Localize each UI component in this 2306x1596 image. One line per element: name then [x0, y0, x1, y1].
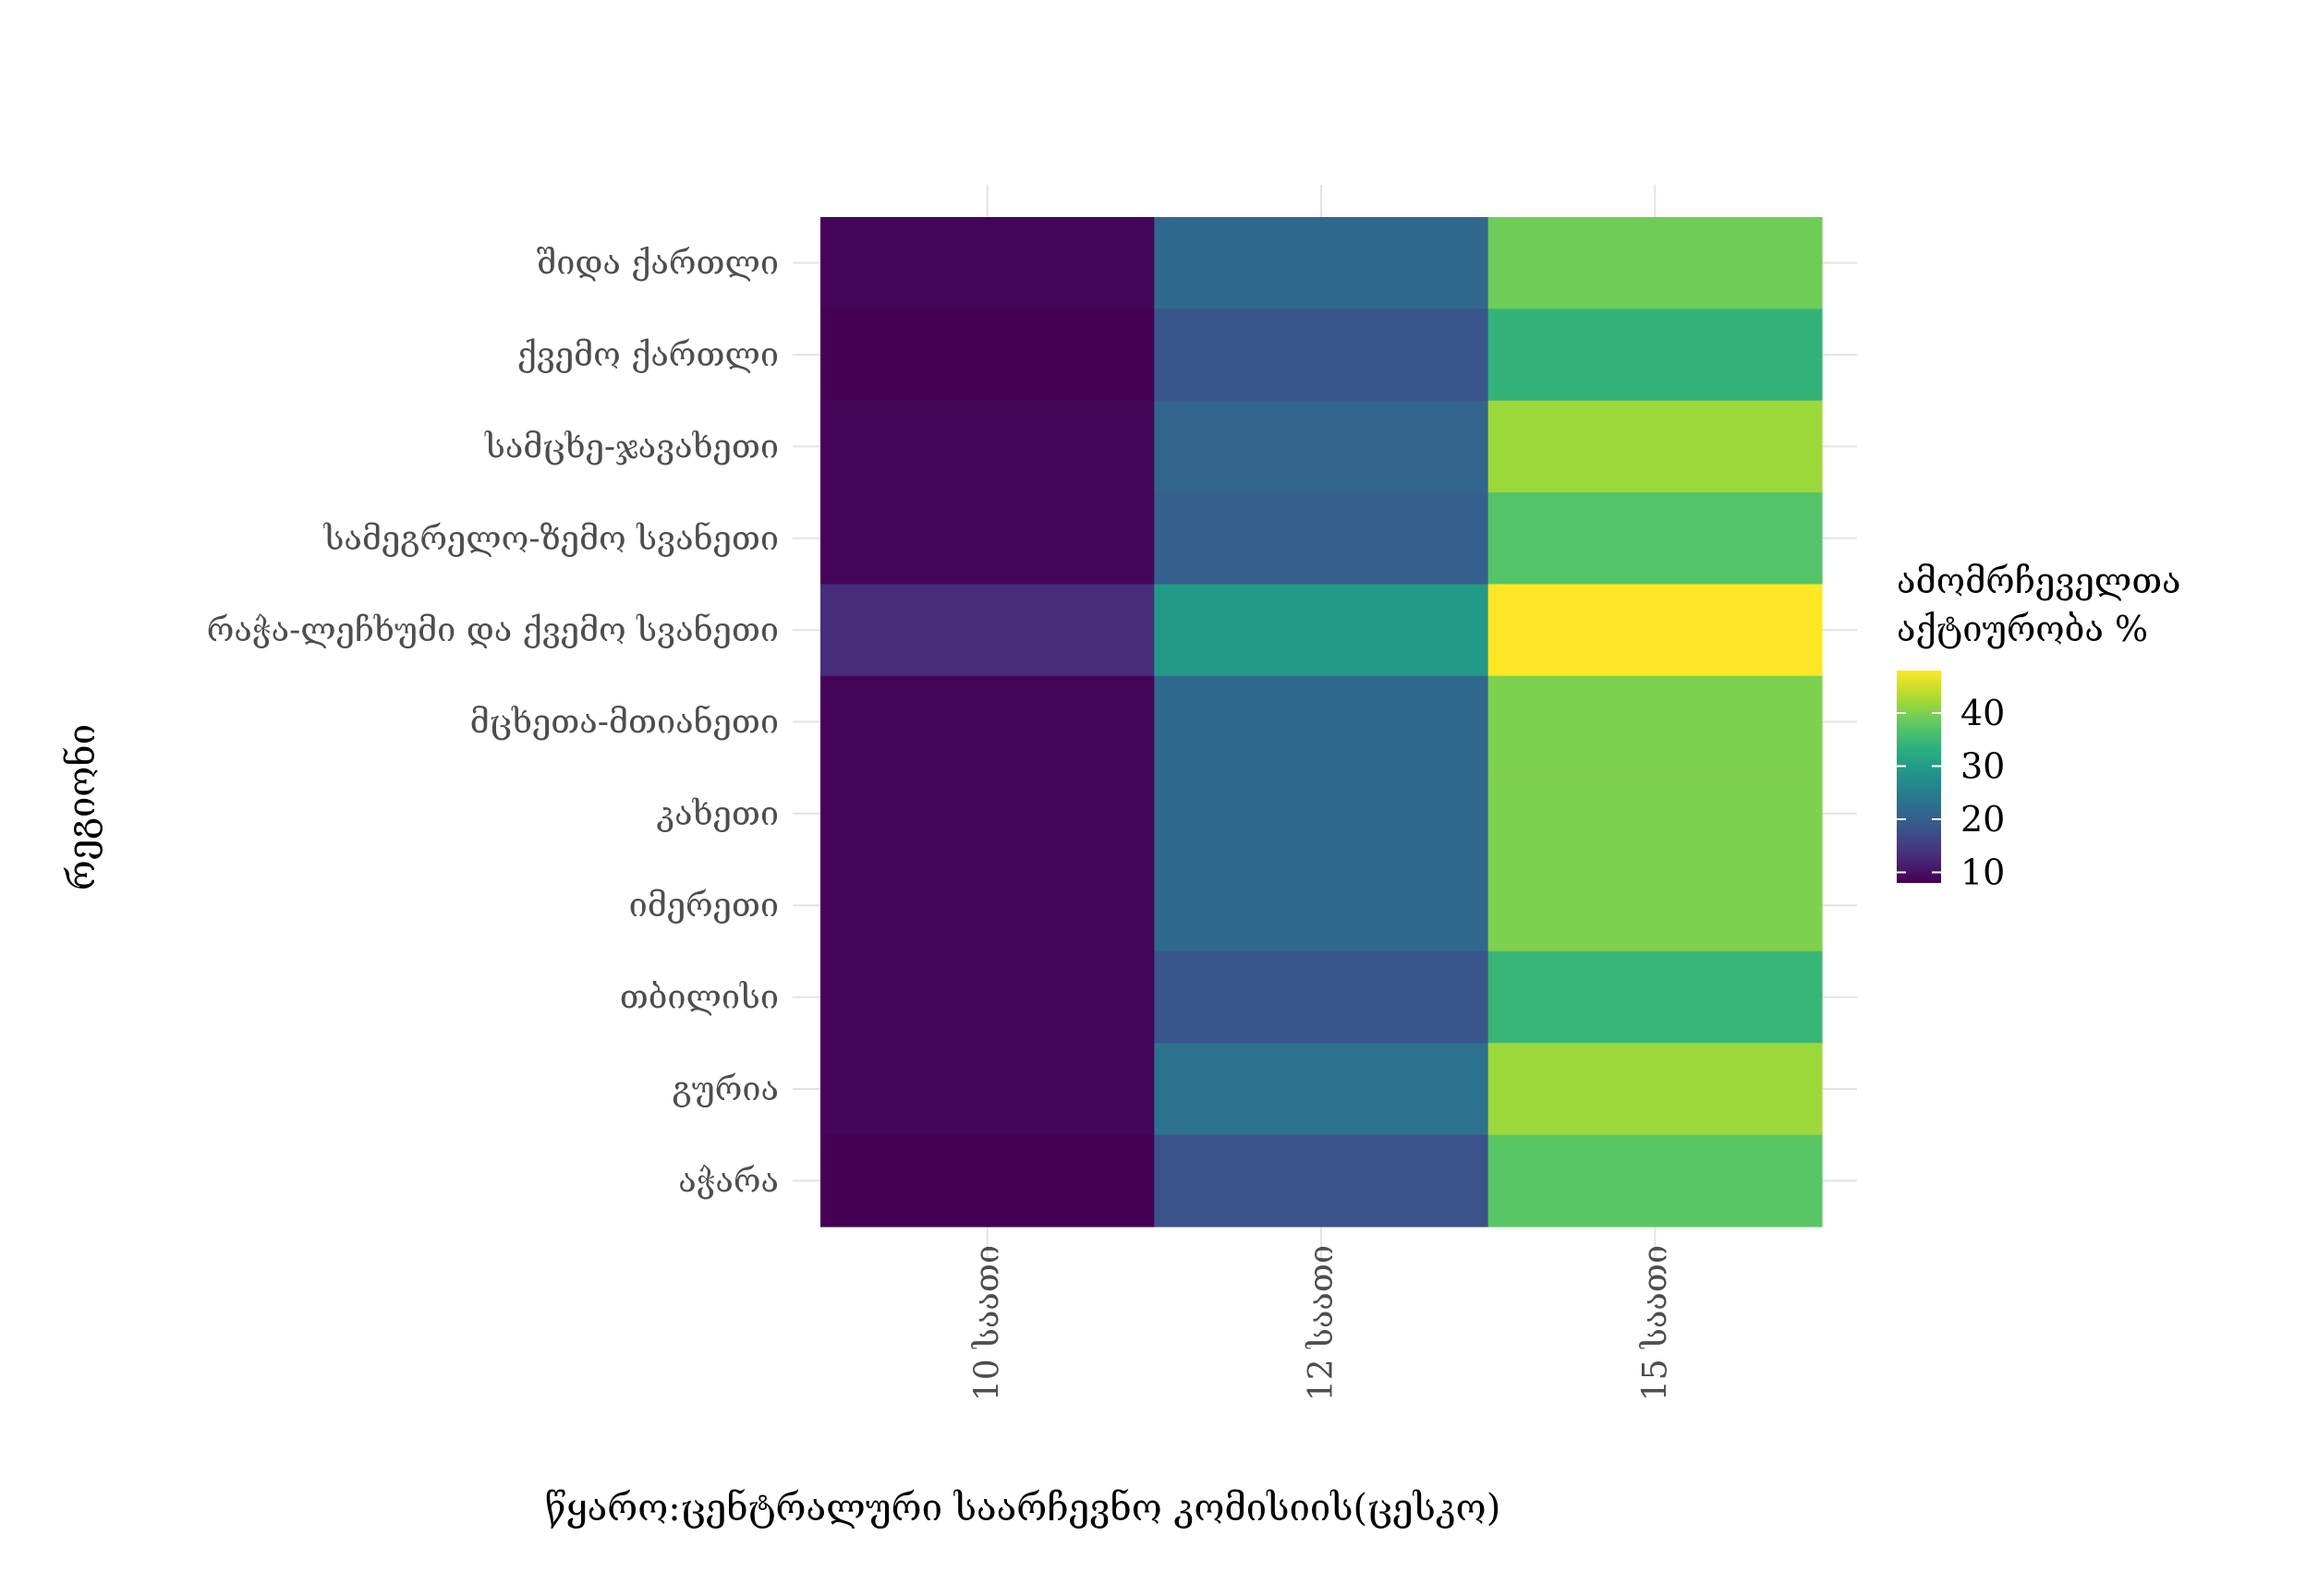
heatmap-cell	[820, 768, 1155, 861]
y-tick-label: მცხეთა-მთიანეთი	[470, 704, 779, 742]
legend-tick-label: 20	[1960, 799, 2005, 840]
heatmap-cells	[820, 217, 1823, 1227]
x-tick-label: 10 საათი	[969, 1245, 1007, 1401]
heatmap-cell	[1154, 675, 1489, 768]
heatmap-cell	[820, 308, 1155, 402]
legend-tick-label: 10	[1960, 852, 2005, 893]
heatmap-cell	[820, 1043, 1155, 1136]
y-tick-label: სამცხე-ჯავახეთი	[484, 428, 779, 466]
heatmap-cell	[1154, 859, 1489, 952]
x-tick-label: 12 საათი	[1303, 1245, 1341, 1401]
legend-title-line-2: აქტიურობა %	[1897, 609, 2148, 649]
x-tick-label: 15 საათი	[1636, 1245, 1674, 1401]
legend-colorbar	[1897, 671, 1941, 883]
heatmap-cell	[1154, 492, 1489, 586]
heatmap-cell	[820, 584, 1155, 677]
heatmap-cell	[820, 950, 1155, 1044]
y-axis-ticks: შიდა ქართლი ქვემო ქართლი სამცხე-ჯავახეთი სა…	[207, 245, 779, 1201]
heatmap-cell	[1487, 308, 1823, 402]
heatmap-cell	[820, 859, 1155, 952]
heatmap-cell	[1487, 584, 1823, 677]
heatmap-cell	[1154, 1043, 1489, 1136]
heatmap-cell	[1154, 950, 1489, 1044]
legend-tick-label: 40	[1960, 693, 2005, 733]
y-tick-label: კახეთი	[657, 795, 779, 833]
y-tick-label: რაჭა-ლეჩხუმი და ქვემო სვანეთი	[207, 611, 779, 649]
heatmap-cell	[820, 1134, 1155, 1227]
heatmap-cell	[820, 675, 1155, 768]
y-axis-title: რეგიონი	[61, 724, 103, 890]
heatmap-cell	[820, 400, 1155, 493]
heatmap-cell	[820, 492, 1155, 586]
y-tick-label: აჭარა	[678, 1162, 779, 1200]
heatmap-cell	[1154, 400, 1489, 493]
y-tick-label: იმერეთი	[629, 887, 779, 925]
legend-title-line-1: ამომრჩეველთა	[1897, 561, 2181, 601]
heatmap-cell	[1487, 1134, 1823, 1227]
heatmap-cell	[820, 217, 1155, 309]
legend-ticks: 10 20 30 40	[1897, 693, 2005, 893]
heatmap-cell	[1487, 217, 1823, 309]
y-tick-label: შიდა ქართლი	[537, 245, 779, 283]
heatmap-cell	[1154, 1134, 1489, 1227]
heatmap-cell	[1487, 859, 1823, 952]
heatmap-cell	[1487, 675, 1823, 768]
color-legend: ამომრჩეველთა აქტიურობა % 10 20 30 40	[1897, 561, 2181, 893]
heatmap-cell	[1154, 584, 1489, 677]
heatmap-cell	[1154, 768, 1489, 861]
heatmap-cell	[1487, 768, 1823, 861]
y-tick-label: თბილისი	[620, 979, 779, 1017]
y-tick-label: სამეგრელო-ზემო სვანეთი	[323, 520, 779, 558]
heatmap-cell	[1154, 217, 1489, 309]
heatmap-cell	[1487, 400, 1823, 493]
y-tick-label: ქვემო ქართლი	[517, 336, 779, 374]
heatmap-cell	[1487, 950, 1823, 1044]
x-axis-ticks: 10 საათი 12 საათი 15 საათი	[969, 1245, 1675, 1401]
heatmap-cell	[1154, 308, 1489, 402]
heatmap-cell	[1487, 1043, 1823, 1136]
x-axis-title: წყარო:ცენტრალური საარჩევნო კომისიის(ცესკ…	[545, 1487, 1501, 1530]
heatmap-cell	[1487, 492, 1823, 586]
legend-tick-label: 30	[1960, 746, 2005, 787]
y-tick-label: გურია	[672, 1070, 779, 1108]
